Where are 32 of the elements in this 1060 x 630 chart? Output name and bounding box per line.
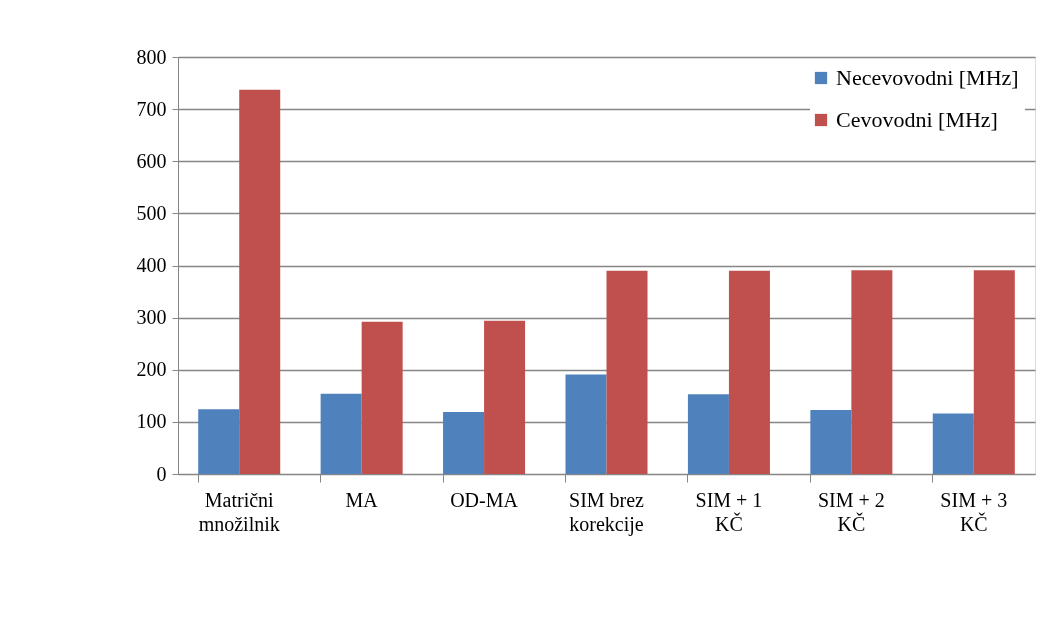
x-tick-label: SIM + 2 KČ — [817, 488, 885, 535]
x-tick-label: SIM + 3 KČ — [940, 488, 1008, 535]
bar — [810, 409, 852, 474]
bar — [361, 321, 403, 474]
legend-label: Cevovodni [MHz] — [836, 107, 998, 132]
bar — [565, 374, 607, 474]
bar — [851, 270, 893, 474]
y-tick-label: 200 — [136, 358, 167, 381]
x-tick-label: Matrični množilnik — [198, 488, 280, 535]
bar — [239, 89, 281, 474]
bar — [606, 270, 648, 474]
bar — [320, 393, 362, 474]
bar — [198, 409, 240, 474]
x-tick-label: SIM + 1 KČ — [695, 488, 763, 535]
bar — [443, 411, 485, 474]
bar — [687, 394, 729, 474]
bar — [728, 270, 770, 474]
bar — [973, 270, 1015, 474]
y-tick-label: 100 — [136, 410, 167, 433]
y-tick-label: 500 — [136, 201, 167, 224]
y-tick-label: 0 — [156, 462, 167, 485]
bar — [932, 413, 974, 474]
x-tick-label: OD-MA — [450, 488, 519, 511]
y-tick-label: 700 — [136, 97, 167, 120]
bar — [484, 320, 526, 474]
x-tick-label: SIM brez korekcije — [569, 488, 645, 536]
y-tick-label: 600 — [136, 149, 167, 172]
y-tick-label: 300 — [136, 306, 167, 329]
legend-label: Necevovodni [MHz] — [836, 65, 1019, 90]
y-tick-label: 800 — [136, 45, 167, 68]
y-tick-label: 400 — [136, 254, 167, 276]
x-tick-label: MA — [345, 488, 379, 511]
